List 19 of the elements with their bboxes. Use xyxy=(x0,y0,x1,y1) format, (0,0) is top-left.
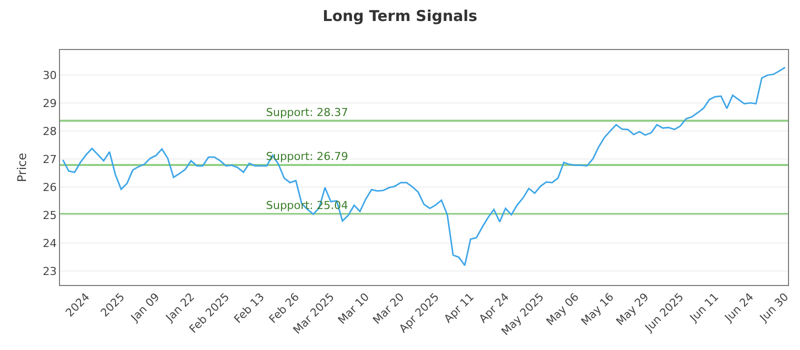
y-tick-label: 29 xyxy=(42,97,57,110)
x-tick-label: Mar 10 xyxy=(336,290,372,327)
y-tick-label: 28 xyxy=(42,124,57,138)
x-tick-label: Jan 09 xyxy=(128,290,162,325)
x-tick-label: Jun 11 xyxy=(686,290,722,325)
y-tick-label: 25 xyxy=(42,208,57,222)
line-series xyxy=(62,66,786,266)
x-tick-label: Apr 11 xyxy=(442,290,477,326)
y-tick-label: 23 xyxy=(42,264,57,278)
y-tick-label: 26 xyxy=(42,180,57,194)
y-tick-label: 27 xyxy=(42,152,57,166)
x-tick-label: Jun 24 xyxy=(722,290,756,325)
x-tick-label: Feb 13 xyxy=(232,290,267,326)
y-tick-label: 30 xyxy=(42,69,57,82)
x-tick-label: Jun 30 xyxy=(756,290,792,325)
chart-title: Long Term Signals xyxy=(322,7,478,25)
ref-line-label: Support: 28.37 xyxy=(266,106,348,119)
y-axis-title: Price xyxy=(15,152,29,182)
y-tick-label: 24 xyxy=(42,236,57,250)
